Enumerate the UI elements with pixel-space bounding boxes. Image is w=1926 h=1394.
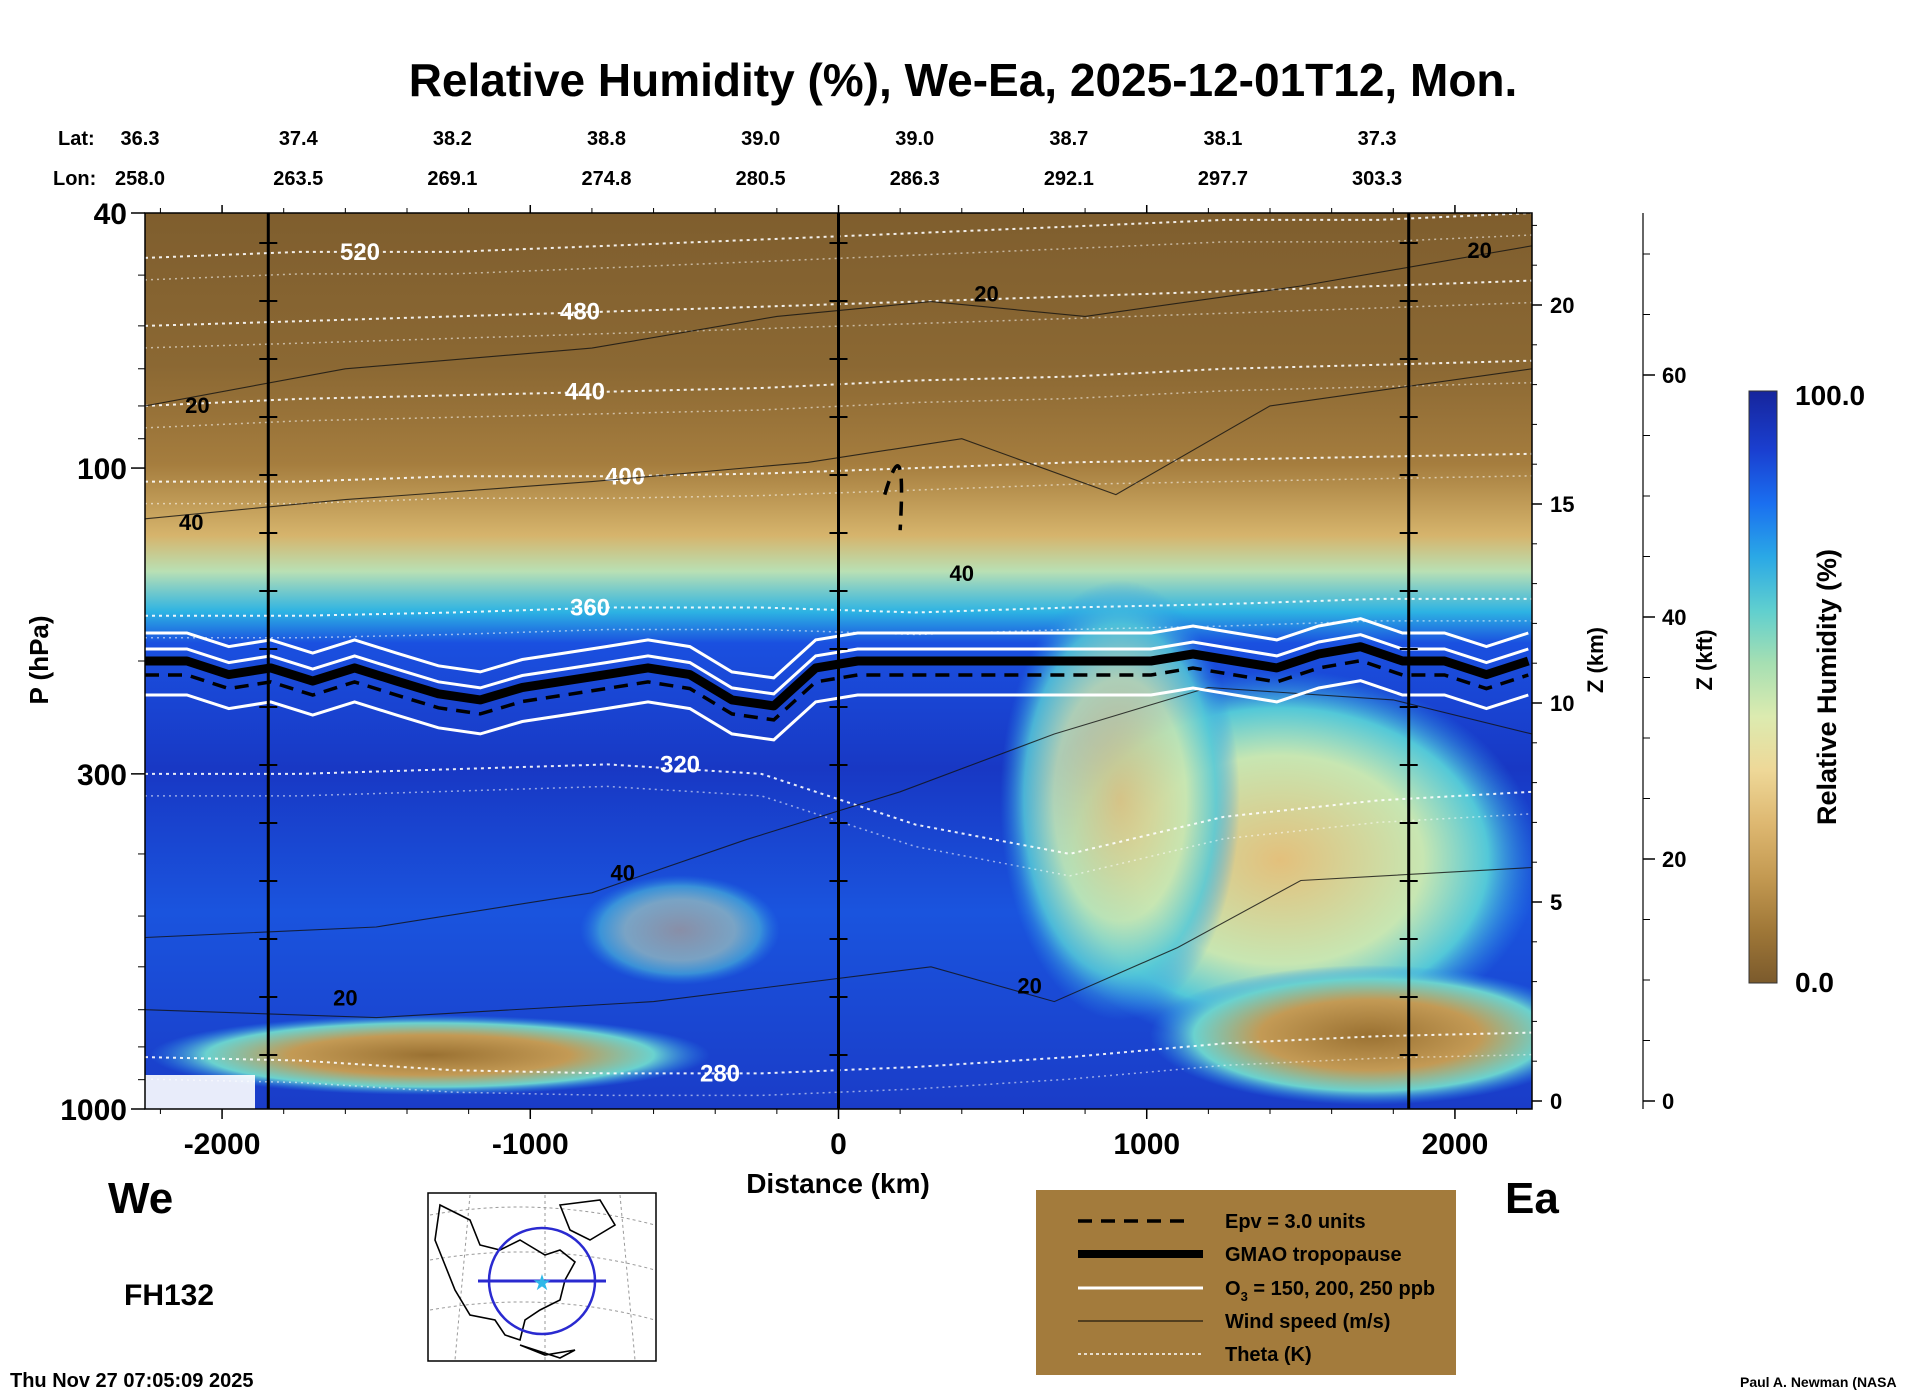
z-kft-tick-label: 0 [1662, 1089, 1674, 1114]
wind-contour [145, 245, 1532, 407]
dry-region-center [1000, 580, 1240, 1020]
colorbar-max-label: 100.0 [1795, 380, 1865, 411]
y-axis-label: P (hPa) [24, 615, 54, 704]
lon-value: 286.3 [890, 168, 940, 190]
theta-contour-label: 520 [340, 239, 380, 266]
lon-value: 297.7 [1198, 168, 1248, 190]
wind-contour-label: 20 [1467, 238, 1491, 263]
z-kft-tick-label: 20 [1662, 847, 1686, 872]
theta-contour-label: 440 [565, 379, 605, 406]
lon-value: 274.8 [581, 168, 631, 190]
coastline [434, 1199, 617, 1359]
lon-value: 280.5 [736, 168, 786, 190]
x-axis-label: Distance (km) [746, 1168, 930, 1199]
theta-contour-label: 280 [700, 1060, 740, 1087]
lon-row-label: Lon: [53, 168, 96, 190]
center-star-icon: ★ [532, 1271, 552, 1296]
epv-contour [883, 464, 904, 531]
x-tick-label: 1000 [1113, 1128, 1180, 1161]
legend-epv-label: Epv = 3.0 units [1225, 1211, 1366, 1233]
wind-contour-label: 40 [179, 510, 203, 535]
z-km-tick-label: 20 [1550, 293, 1574, 318]
credit: Paul A. Newman (NASA [1740, 1374, 1897, 1390]
z-km-tick-label: 15 [1550, 492, 1574, 517]
theta-contour-label: 360 [570, 594, 610, 621]
lon-value: 263.5 [273, 168, 323, 190]
colorbar-ramp [1748, 390, 1778, 984]
legend-tropopause-label: GMAO tropopause [1225, 1244, 1402, 1266]
ozone-contour [145, 633, 1529, 696]
z-kft-tick-label: 60 [1662, 363, 1686, 388]
theta-contour [145, 763, 1532, 855]
y-tick-label: 100 [77, 453, 127, 486]
colorbar-title: Relative Humidity (%) [1812, 549, 1842, 825]
y-tick-label: 40 [94, 198, 127, 231]
lat-value: 38.1 [1203, 128, 1242, 150]
locator-map: ★ [427, 1192, 657, 1362]
colorbar-min-label: 0.0 [1795, 967, 1834, 998]
tropopause-line [145, 642, 1530, 711]
z-km-tick-label: 0 [1550, 1089, 1562, 1114]
dry-surface-west [150, 1015, 710, 1095]
colorbar: 100.0 0.0 Relative Humidity (%) [1748, 380, 1865, 998]
east-end-label: Ea [1505, 1174, 1559, 1223]
legend-wind-label: Wind speed (m/s) [1225, 1311, 1390, 1333]
z-km-axis-label: Z (km) [1583, 627, 1608, 693]
lat-value: 36.3 [121, 128, 160, 150]
ozone-contour [145, 617, 1529, 680]
lat-value: 38.2 [433, 128, 472, 150]
wind-contour-label: 40 [950, 561, 974, 586]
z-km-tick-label: 5 [1550, 890, 1562, 915]
wind-contour [145, 368, 1532, 520]
z-kft-axis-label: Z (kft) [1692, 629, 1717, 690]
dry-surface-east [1150, 965, 1532, 1105]
lat-row-label: Lat: [58, 128, 95, 150]
z-km-tick-label: 10 [1550, 691, 1574, 716]
lon-value: 292.1 [1044, 168, 1094, 190]
x-tick-label: -1000 [492, 1128, 569, 1161]
z-kft-tick-label: 40 [1662, 605, 1686, 630]
x-tick-label: 2000 [1422, 1128, 1489, 1161]
plot-area: 280 320 360 400 440 480 520 20 40 40 20 20 20 40 20 [145, 213, 1532, 1109]
lat-value: 39.0 [895, 128, 934, 150]
lon-value: 303.3 [1352, 168, 1402, 190]
theta-contour-label: 320 [660, 751, 700, 778]
legend-ozone-label: O3 = 150, 200, 250 ppb [1225, 1278, 1435, 1304]
legend: Epv = 3.0 units GMAO tropopause O3 = 150… [1036, 1190, 1456, 1375]
lat-lon-header: Lat: Lon: 36.3 37.4 38.2 38.8 39.0 39.0 38.7 38… [53, 128, 1402, 190]
timestamp: Thu Nov 27 07:05:09 2025 [10, 1370, 253, 1392]
moist-tongue-west [580, 875, 780, 985]
ozone-contour [145, 679, 1529, 742]
wind-contour-label: 20 [974, 282, 998, 307]
lat-value: 38.8 [587, 128, 626, 150]
chart-title: Relative Humidity (%), We-Ea, 2025-12-01… [409, 54, 1518, 106]
theta-contour-label: 480 [560, 299, 600, 326]
y-axis-z-km: 0 5 10 15 20 [1532, 224, 1574, 1114]
wind-contour-label: 20 [1017, 973, 1041, 998]
y-tick-label: 300 [77, 759, 127, 792]
wind-contour [145, 866, 1532, 1019]
west-end-label: We [108, 1174, 173, 1223]
x-tick-label: -2000 [184, 1128, 261, 1161]
wind-contour-label: 20 [185, 393, 209, 418]
theta-contour-label: 400 [605, 463, 645, 490]
legend-theta-label: Theta (K) [1225, 1344, 1312, 1366]
forecast-hour: FH132 [124, 1279, 214, 1312]
lon-value: 258.0 [115, 168, 165, 190]
wind-contour-label: 40 [611, 860, 635, 885]
y-axis-z-kft: 0 20 40 60 [1642, 213, 1686, 1114]
x-tick-label: 0 [830, 1128, 847, 1161]
y-axis-pressure: 40 100 300 1000 [60, 198, 145, 1127]
wind-contour [145, 686, 1532, 939]
y-tick-label: 1000 [60, 1094, 127, 1127]
lat-value: 37.4 [279, 128, 319, 150]
lat-value: 38.7 [1049, 128, 1088, 150]
epv-contour [145, 658, 1529, 722]
x-axis: -2000 -1000 0 1000 2000 [159, 205, 1518, 1161]
wind-contour-label: 20 [333, 986, 357, 1011]
lat-value: 37.3 [1358, 128, 1397, 150]
lon-value: 269.1 [427, 168, 477, 190]
lat-value: 39.0 [741, 128, 780, 150]
